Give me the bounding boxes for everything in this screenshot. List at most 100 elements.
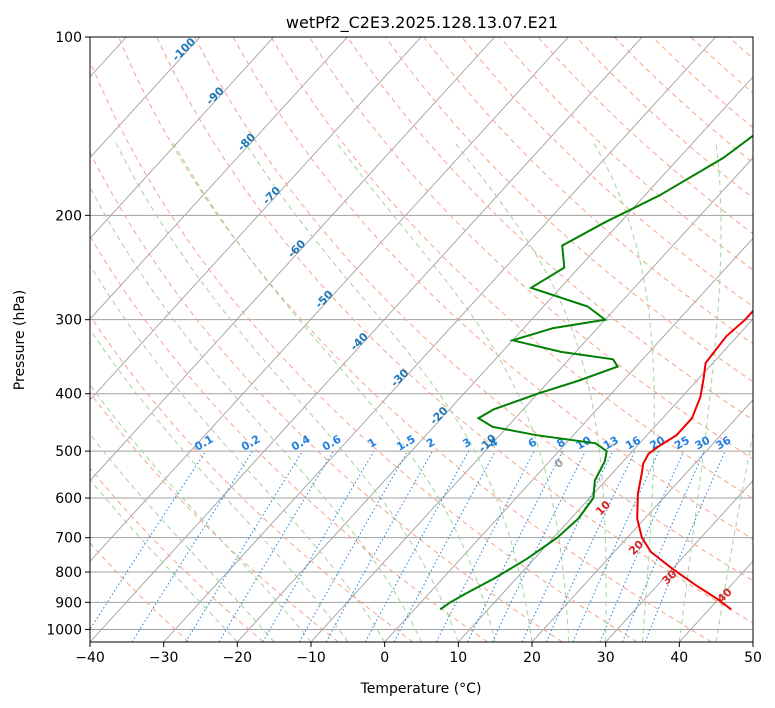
x-tick-label: −40 [75,650,105,666]
mixing-ratio-label: 0.2 [239,433,262,454]
dry-adiabat-line [690,37,753,94]
y-tick-label: 700 [55,531,82,547]
dry-adiabat-line [537,37,753,235]
mixing-ratio-label: 36 [713,433,733,452]
mixing-ratio-line [491,450,586,642]
mixing-ratio-label: 1 [366,436,379,451]
x-tick-label: 30 [597,650,615,666]
mixing-ratio-line [599,450,685,642]
isotherm-line [457,318,753,642]
dry-adiabat-line [423,37,753,345]
isotherm-line [90,37,496,482]
isotherm-line [90,37,275,240]
y-tick-label: 100 [55,30,82,46]
height-label: -70 [260,184,283,207]
x-tick-label: 10 [449,650,467,666]
y-tick-label: 800 [55,565,82,581]
mixing-ratio-line [364,450,470,642]
y-tick-label: 600 [55,491,82,507]
y-axis-label: Pressure (hPa) [12,290,28,390]
dry-adiabat-line [232,37,753,540]
theta-label: 30 [660,567,680,587]
height-label: -90 [204,84,227,107]
moist-adiabat-line [90,478,238,642]
isotherm-line [236,76,753,642]
x-axis-label: Temperature (°C) [360,681,482,697]
mixing-ratio-label: 0.6 [320,432,344,453]
dewpoint-profile-line [439,134,753,611]
moist-adiabat-line [90,185,422,642]
dry-adiabat-line [90,542,190,642]
mixing-ratio-line [262,450,375,642]
x-tick-label: 40 [670,650,688,666]
moist-adiabat-line [678,141,722,642]
chart-title: wetPf2_C2E3.2025.128.13.07.E21 [286,13,558,33]
x-tick-label: −30 [149,650,179,666]
y-tick-label: 900 [55,595,82,611]
mixing-ratio-line [572,450,660,642]
moist-adiabat-line [715,430,753,642]
moist-adiabat-line [90,383,312,642]
mixing-ratio-line [325,450,433,642]
mixing-ratio-label: 16 [623,433,643,452]
moist-adiabat-line [335,141,570,642]
x-tick-label: 50 [744,650,762,666]
x-tick-label: 20 [523,650,541,666]
moist-adiabat-line [453,140,607,642]
height-label: -30 [388,366,411,389]
dry-adiabat-line [461,37,753,308]
moist-adiabat-line [90,328,349,642]
dry-adiabat-line [90,314,414,642]
mixing-ratio-line [131,450,254,642]
dry-adiabat-line [270,37,753,500]
height-label: -100 [170,35,199,64]
dry-adiabat-line [90,391,339,642]
dry-adiabat-line [346,37,753,421]
mixing-ratio-line [467,450,564,642]
mixing-ratio-label: 0.4 [289,432,313,453]
dry-adiabat-line [90,151,563,642]
y-tick-label: 400 [55,387,82,403]
height-label: -60 [285,237,308,260]
isotherm-line [163,37,717,642]
height-label: -50 [313,288,336,311]
mixing-ratio-line [393,450,496,642]
x-tick-label: 0 [380,650,389,666]
isotherm-line [90,37,348,320]
axes: −40 −30 −20 −10 0 10 20 30 40 50 100 200 300 400 500 60… [46,30,762,666]
isotherm-line [90,37,422,401]
isotherm-line [531,399,753,642]
height-label: -20 [427,404,450,427]
height-label: -80 [235,130,258,153]
dry-adiabat-line [90,467,264,642]
moist-adiabat-line [90,433,275,642]
mixing-ratio-label: 3 [460,436,473,451]
y-tick-label: 1000 [46,622,82,638]
isotherm-line [90,37,569,562]
isotherm-line [605,479,753,642]
dry-adiabat-line [728,37,753,60]
mixing-ratio-line [90,450,207,631]
dry-adiabat-line [385,37,753,383]
mixing-ratio-label: 30 [693,433,713,452]
temperature-profile-line [636,309,753,611]
mixing-ratio-line [185,450,304,642]
mixing-ratio-line [621,450,705,642]
moist-adiabat-line [172,141,496,642]
x-tick-label: −20 [223,650,253,666]
moist-adiabat-line [592,141,655,642]
isotherm-line [384,237,753,642]
plot-area: 0.1 0.2 0.4 0.6 1 1.5 2 3 4 6 8 10 13 16 20 25 30 36-100-… [90,35,753,642]
y-tick-label: 300 [55,313,82,329]
dry-adiabat-line [156,37,753,624]
moist-adiabat-line [243,141,533,642]
isotherm-line [752,641,753,642]
dry-adiabat-line [652,37,753,129]
y-tick-label: 500 [55,444,82,460]
isotherm-line [90,37,201,159]
mixing-ratio-line [644,450,726,642]
height-label: -40 [348,330,371,353]
isotherm-line [310,156,753,642]
theta-label: 10 [593,498,613,518]
